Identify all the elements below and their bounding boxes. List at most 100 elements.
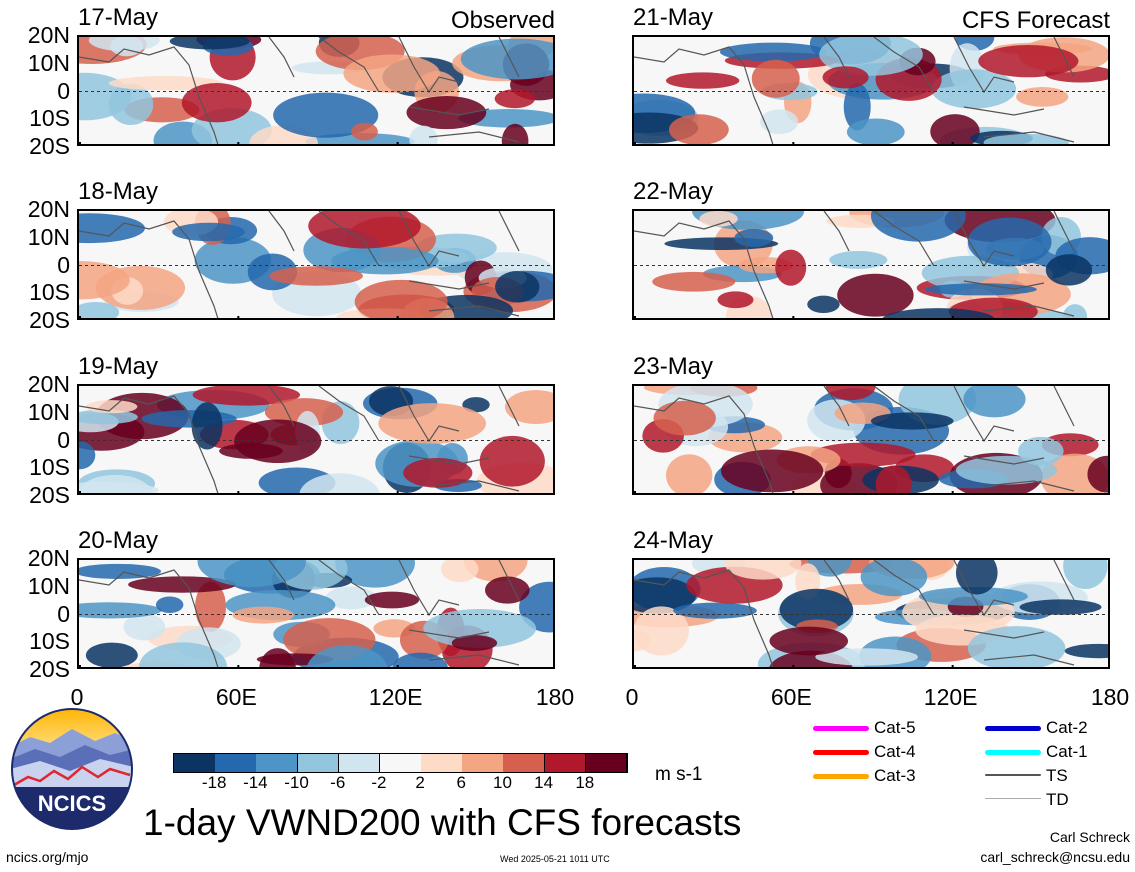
legend-swatch [985, 798, 1041, 799]
anomaly-contour [128, 576, 237, 593]
anomaly-contour [440, 560, 479, 583]
anomaly-contour [652, 271, 736, 292]
anomaly-contour [463, 560, 528, 582]
anomaly-contour [666, 454, 713, 493]
colorbar-segment [256, 754, 299, 772]
anomaly-contour [967, 217, 1052, 267]
latitude-label: 10N [27, 398, 70, 425]
colorbar-tick-label: -18 [201, 773, 227, 792]
anomaly-contour [269, 266, 363, 286]
anomaly-contour [462, 397, 490, 413]
anomaly-contour [822, 66, 869, 89]
anomaly-contour [88, 37, 160, 52]
latitude-label: 20N [27, 371, 70, 397]
latitude-label: 10N [27, 572, 70, 599]
colorbar-tick-label: 10 [492, 773, 512, 792]
anomaly-contour [504, 389, 553, 424]
anomaly-contour [829, 250, 888, 269]
anomaly-contour [1064, 643, 1108, 659]
legend-swatch [985, 774, 1041, 776]
latitude-label: 0 [57, 600, 70, 627]
anomaly-contour [485, 576, 530, 604]
anomaly-contour [354, 279, 448, 318]
colorbar-tick-label: -14 [243, 773, 268, 792]
latitude-label: 10S [29, 105, 70, 132]
anomaly-contour [423, 609, 537, 648]
anomaly-contour [978, 44, 1079, 78]
longitude-label: 60E [215, 684, 257, 710]
anomaly-contour [392, 652, 448, 667]
colorbar [173, 753, 628, 773]
anomaly-contour [306, 645, 388, 667]
anomaly-contour [351, 122, 378, 141]
anomaly-contour [79, 441, 96, 470]
anomaly-contour [343, 54, 441, 93]
anomaly-contour [195, 581, 226, 633]
anomaly-contour [875, 465, 912, 493]
colorbar-segment [544, 754, 587, 772]
anomaly-contour [931, 69, 1017, 109]
anomaly-contour [843, 83, 871, 131]
colorbar-units: m s-1 [655, 764, 703, 785]
longitude-label: 0 [625, 684, 639, 710]
legend-label: Cat-2 [1046, 718, 1088, 737]
panel-date-label: 17-May [78, 4, 159, 31]
latitude-label: 20N [27, 22, 70, 48]
footer-url[interactable]: ncics.org/mjo [6, 849, 89, 865]
anomaly-contour [724, 560, 802, 580]
anomaly-contour [955, 455, 1057, 485]
latitude-label: 20N [27, 545, 70, 571]
anomaly-contour [86, 400, 138, 414]
anomaly-contour [191, 402, 223, 450]
vwnd-map-panel [632, 558, 1110, 669]
legend-label: Cat-1 [1046, 742, 1088, 761]
anomaly-contour [1045, 254, 1093, 286]
longitude-label: 60E [770, 684, 812, 710]
longitude-label: 120E [923, 684, 978, 710]
anomaly-contour [807, 295, 840, 314]
anomaly-contour [181, 82, 252, 123]
anomaly-contour [364, 591, 420, 609]
footer-author: Carl Schreck [1049, 829, 1130, 845]
colorbar-tick-label: -6 [330, 773, 346, 792]
legend-label: TS [1046, 766, 1068, 785]
main-title: 1-day VWND200 with CFS forecasts [143, 802, 742, 843]
anomaly-contour [720, 449, 824, 493]
legend-swatch [985, 726, 1041, 731]
colorbar-segment [503, 754, 546, 772]
panel-date-label: 22-May [633, 178, 714, 205]
legend-label: Cat-5 [874, 718, 916, 737]
anomaly-contour [232, 606, 294, 624]
anomaly-contour [494, 89, 535, 109]
anomaly-contour [963, 386, 1026, 418]
anomaly-contour [331, 247, 439, 275]
anomaly-contour [673, 602, 757, 619]
latitude-label: 20S [29, 133, 70, 159]
anomaly-contour [79, 213, 145, 244]
anomaly-contour [460, 38, 553, 80]
anomaly-contour [983, 133, 1069, 144]
legend-label: TD [1046, 790, 1069, 809]
panel-source-label: Observed [450, 7, 555, 34]
latitude-label: 10N [27, 49, 70, 76]
anomaly-contour [299, 473, 380, 493]
anomaly-contour [79, 261, 130, 300]
anomaly-contour [882, 308, 995, 318]
anomaly-contour [653, 400, 716, 436]
colorbar-tick-label: 18 [575, 773, 595, 792]
anomaly-contour [325, 586, 377, 610]
anomaly-contour [169, 37, 250, 50]
latitude-label: 0 [57, 77, 70, 104]
vwnd-map-panel [77, 558, 555, 669]
anomaly-contour [335, 560, 415, 588]
panel-date-label: 23-May [633, 353, 714, 380]
colorbar-segment [215, 754, 257, 772]
anomaly-contour [634, 577, 696, 614]
latitude-label: 10S [29, 628, 70, 655]
anomaly-contour [815, 648, 918, 666]
anomaly-contour [870, 412, 954, 430]
footer-email[interactable]: carl_schreck@ncsu.edu [980, 849, 1130, 865]
anomaly-contour [155, 596, 184, 613]
panel-date-label: 20-May [78, 527, 159, 554]
anomaly-contour [85, 642, 138, 667]
